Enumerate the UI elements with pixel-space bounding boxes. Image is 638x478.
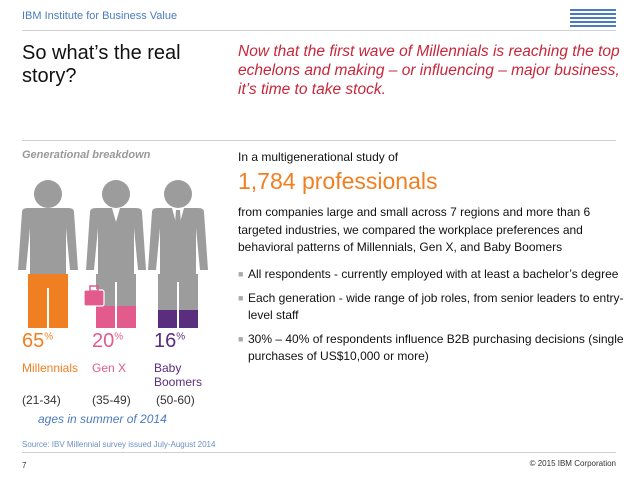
study-description: from companies large and small across 7 … [238,205,591,254]
bullet-icon: ■ [238,269,244,279]
bullet-icon: ■ [238,333,244,344]
bullet-item: ■ 30% – 40% of respondents influence B2B … [238,331,624,364]
genx-ages: (35-49) [92,393,131,407]
logo-text: IBM [576,10,611,30]
footer-divider [22,452,616,453]
section-divider [22,140,616,141]
genx-pct: 20% [92,330,124,352]
boomer-figure-icon [148,180,208,328]
page-title: So what’s the real story? [22,42,181,87]
source-note: Source: IBV Millennial survey issued Jul… [22,440,216,449]
header-label: IBM Institute for Business Value [22,10,178,22]
boomers-pct: 16% [154,330,186,352]
bullet-item: ■ All respondents - currently employed wi… [238,266,628,284]
millennials-ages: (21-34) [22,393,61,407]
header-divider [22,30,616,31]
millennials-pct: 65% [22,330,54,352]
bullet-icon: ■ [238,292,244,303]
genx-figure-icon [83,180,146,328]
millennials-label: Millennials [22,361,79,375]
page-number: 7 [22,461,27,470]
bullet-item: ■ Each generation - wide range of job rol… [238,290,624,323]
millennial-figure-icon [18,180,78,328]
copyright: © 2015 IBM Corporation [529,459,616,468]
section-label: Generational breakdown [22,149,151,161]
study-count: 1,784 professionals [238,168,438,194]
ages-caption: ages in summer of 2014 [38,412,167,426]
lead-statement: Now that the first wave of Millennials i… [238,43,620,98]
study-intro: In a multigenerational study of [238,150,399,164]
ibm-logo: IBM [570,9,616,30]
genx-label: Gen X [92,361,127,375]
boomers-ages: (50-60) [156,393,195,407]
study-bullets: ■ All respondents - currently employed wi… [238,266,628,372]
boomers-label: Baby Boomers [154,361,203,389]
